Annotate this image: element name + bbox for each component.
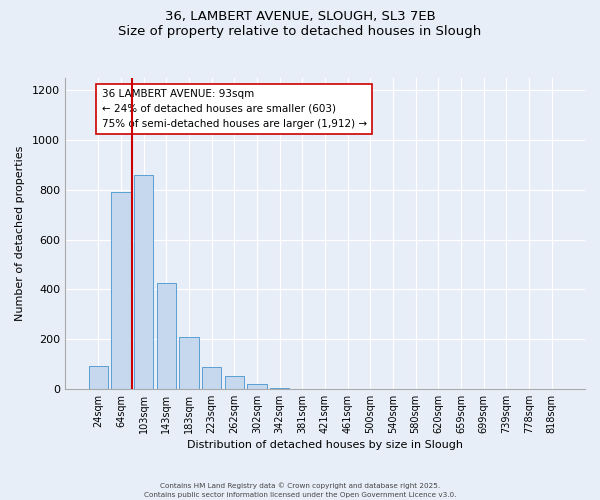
Text: Contains HM Land Registry data © Crown copyright and database right 2025.
Contai: Contains HM Land Registry data © Crown c…: [144, 482, 456, 498]
Bar: [157, 283, 176, 389]
Bar: [202, 367, 221, 389]
Bar: [89, 366, 108, 389]
Bar: [270, 388, 289, 389]
Bar: [179, 336, 199, 389]
X-axis label: Distribution of detached houses by size in Slough: Distribution of detached houses by size …: [187, 440, 463, 450]
Bar: [247, 384, 266, 389]
Bar: [111, 192, 131, 389]
Text: 36, LAMBERT AVENUE, SLOUGH, SL3 7EB
Size of property relative to detached houses: 36, LAMBERT AVENUE, SLOUGH, SL3 7EB Size…: [118, 10, 482, 38]
Y-axis label: Number of detached properties: Number of detached properties: [15, 146, 25, 321]
Bar: [224, 376, 244, 389]
Bar: [134, 175, 153, 389]
Text: 36 LAMBERT AVENUE: 93sqm
← 24% of detached houses are smaller (603)
75% of semi-: 36 LAMBERT AVENUE: 93sqm ← 24% of detach…: [101, 89, 367, 129]
